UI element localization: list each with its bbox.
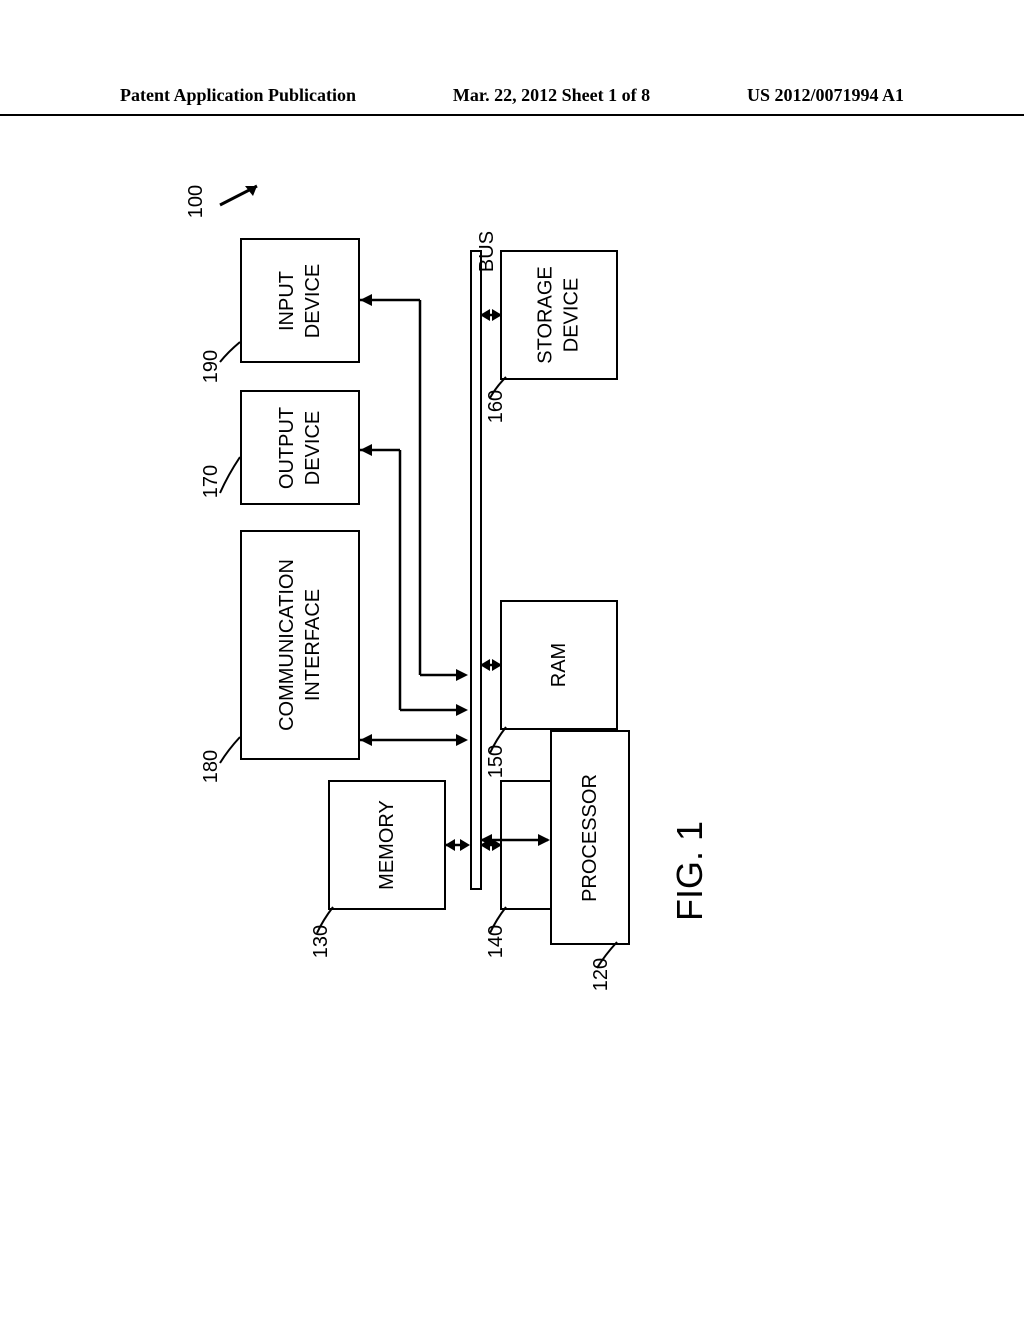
- input-device-block: INPUT DEVICE: [240, 238, 360, 363]
- comm-interface-leader: [218, 735, 243, 765]
- system-ref-label: 100: [180, 190, 213, 213]
- input-device-leader: [218, 340, 243, 365]
- ram-block: RAM: [500, 600, 618, 730]
- processor-leader: [595, 940, 620, 970]
- storage-leader: [488, 375, 508, 400]
- storage-arrow-icon: [480, 300, 505, 330]
- header-center: Mar. 22, 2012 Sheet 1 of 8: [453, 85, 650, 106]
- header-left: Patent Application Publication: [120, 85, 356, 106]
- output-device-arrow-icon: [360, 420, 475, 720]
- system-arrow-icon: [215, 180, 270, 210]
- bus-label: BUS: [476, 231, 499, 272]
- comm-interface-block: COMMUNICATION INTERFACE: [240, 530, 360, 760]
- header-right: US 2012/0071994 A1: [747, 85, 904, 106]
- memory-block: MEMORY: [328, 780, 446, 910]
- ram-leader: [488, 725, 508, 755]
- rom-leader: [488, 905, 508, 935]
- output-device-leader: [218, 455, 243, 495]
- processor-block: PROCESSOR: [550, 730, 630, 945]
- memory-leader: [315, 905, 335, 935]
- output-device-block: OUTPUT DEVICE: [240, 390, 360, 505]
- system-diagram: 100 BUS 110 INPUT DEVICE 190 OUTPUT DEVI…: [180, 160, 740, 1180]
- figure-label: FIG. 1: [669, 801, 711, 921]
- ram-arrow-icon: [480, 650, 505, 680]
- comm-interface-arrow-icon: [360, 720, 475, 760]
- page-header: Patent Application Publication Mar. 22, …: [0, 85, 1024, 116]
- storage-block: STORAGE DEVICE: [500, 250, 618, 380]
- processor-arrow-icon: [480, 825, 555, 855]
- memory-arrow-icon: [445, 830, 480, 860]
